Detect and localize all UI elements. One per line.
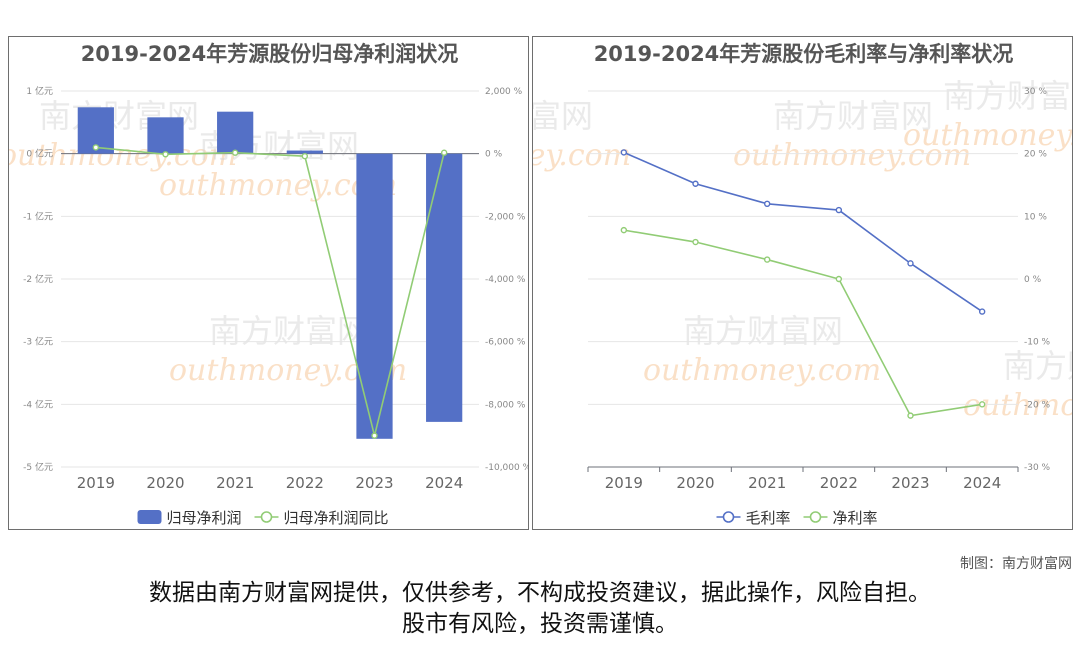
legend-item-line: 毛利率 [716, 509, 791, 527]
line-point [692, 238, 699, 246]
series-line [623, 151, 983, 313]
line-point [620, 226, 628, 234]
right-axis-tick-label: -20 % [1024, 400, 1051, 410]
line-point [763, 200, 771, 208]
watermark-text: 南方财富网 [943, 77, 1073, 115]
right-axis-tick-label: 20 % [1024, 150, 1047, 160]
series-line [95, 146, 445, 436]
legend-label: 归母净利润同比 [284, 509, 389, 527]
chart-title: 2019-2024年芳源股份毛利率与净利率状况 [594, 42, 1014, 66]
chart-title: 2019-2024年芳源股份归母净利润状况 [81, 42, 459, 66]
left-axis-tick-label: -1 亿元 [23, 210, 53, 222]
category-label: 2023 [891, 474, 929, 492]
legend-item-line: 净利率 [803, 509, 878, 527]
line-point [620, 149, 628, 156]
line-point [763, 256, 771, 263]
legend-swatch-marker [260, 511, 273, 523]
watermark-text: 南方财富网 [533, 97, 593, 135]
left-axis-tick-label: -4 亿元 [23, 398, 53, 410]
bar [147, 117, 184, 154]
watermark-text: outhmoney.com [733, 138, 971, 173]
net-profit-chart: 南方财富网outhmoney.com南方财富网outhmoney.com南方财富… [9, 42, 529, 527]
right-axis-tick-label: -6,000 % [485, 338, 526, 348]
legend-label: 归母净利润 [167, 509, 242, 527]
line-point [301, 152, 309, 160]
line-point [835, 206, 843, 214]
bar [286, 150, 323, 154]
legend-label: 净利率 [833, 509, 878, 527]
line-point [692, 180, 699, 187]
line-point [162, 151, 169, 158]
category-label: 2022 [820, 474, 858, 492]
margin-chart-panel: 南方财富网outhmoney.com南方财富网outhmoney.com南方财富… [532, 36, 1073, 530]
category-label: 2021 [748, 474, 786, 492]
right-axis-tick-label: 0 % [485, 150, 503, 160]
legend-swatch [137, 510, 162, 524]
watermark-text: 南方财富网 [773, 97, 933, 135]
line-point [978, 401, 986, 408]
right-axis-tick-label: -10 % [1024, 338, 1051, 348]
category-label: 2022 [286, 474, 324, 492]
watermark-text: outhmoney.com [903, 118, 1073, 153]
line-point [371, 432, 378, 439]
bar [356, 153, 393, 439]
category-label: 2020 [146, 474, 184, 492]
line-point [440, 149, 448, 156]
legend-label: 毛利率 [746, 509, 791, 527]
series-line [623, 229, 983, 417]
watermark-text: 南方财富网 [209, 312, 369, 350]
right-axis-tick-label: -8,000 % [485, 400, 526, 410]
line-point [978, 308, 986, 315]
disclaimer: 数据由南方财富网提供，仅供参考，不构成投资建议，据此操作，风险自担。 股市有风险… [0, 578, 1080, 640]
category-label: 2024 [425, 474, 463, 492]
right-axis-tick-label: 30 % [1024, 87, 1047, 97]
category-label: 2019 [605, 474, 643, 492]
watermark-text: outhmoney.com [9, 138, 237, 173]
right-axis-tick-label: 10 % [1024, 212, 1047, 222]
category-label: 2021 [216, 474, 254, 492]
bar [217, 111, 254, 154]
left-axis-tick-label: 0 亿元 [26, 148, 53, 160]
bar [426, 153, 463, 422]
category-label: 2020 [676, 474, 714, 492]
line-point [92, 144, 100, 151]
line-point [907, 260, 914, 267]
legend-swatch-marker [722, 511, 735, 523]
left-axis-tick-label: -3 亿元 [23, 336, 53, 348]
disclaimer-line-2: 股市有风险，投资需谨慎。 [402, 611, 678, 637]
category-label: 2024 [963, 474, 1001, 492]
left-axis-tick-label: -5 亿元 [23, 461, 53, 473]
watermark-text: outhmoney.com [643, 353, 881, 388]
category-label: 2019 [77, 474, 115, 492]
category-label: 2023 [355, 474, 393, 492]
margin-chart: 南方财富网outhmoney.com南方财富网outhmoney.com南方财富… [533, 42, 1073, 527]
legend-item-line: 归母净利润同比 [254, 509, 389, 527]
line-point [231, 149, 239, 156]
watermark-text: outhmoney.com [533, 138, 631, 173]
left-axis-tick-label: 1 亿元 [26, 85, 53, 97]
net-profit-chart-panel: 南方财富网 outhmoney.com 南方财富网 outhmoney.com 南方财富… [8, 36, 529, 530]
credit-label: 制图：南方财富网 [960, 556, 1072, 572]
right-axis-tick-label: 0 % [1024, 275, 1042, 285]
legend-item-bar: 归母净利润 [137, 509, 242, 527]
legend-swatch-marker [809, 511, 822, 523]
line-point [835, 275, 843, 283]
watermark-text: 南方财富网 [683, 312, 843, 350]
line-point [907, 412, 914, 419]
disclaimer-line-1: 数据由南方财富网提供，仅供参考，不构成投资建议，据此操作，风险自担。 [149, 580, 931, 606]
right-axis-tick-label: -4,000 % [485, 275, 526, 285]
left-axis-tick-label: -2 亿元 [23, 273, 53, 285]
right-axis-tick-label: -10,000 % [485, 463, 529, 473]
right-axis-tick-label: -2,000 % [485, 212, 526, 222]
right-axis-tick-label: -30 % [1024, 463, 1051, 473]
watermark-text: 南方财富网 [1003, 347, 1073, 385]
right-axis-tick-label: 2,000 % [485, 87, 523, 97]
